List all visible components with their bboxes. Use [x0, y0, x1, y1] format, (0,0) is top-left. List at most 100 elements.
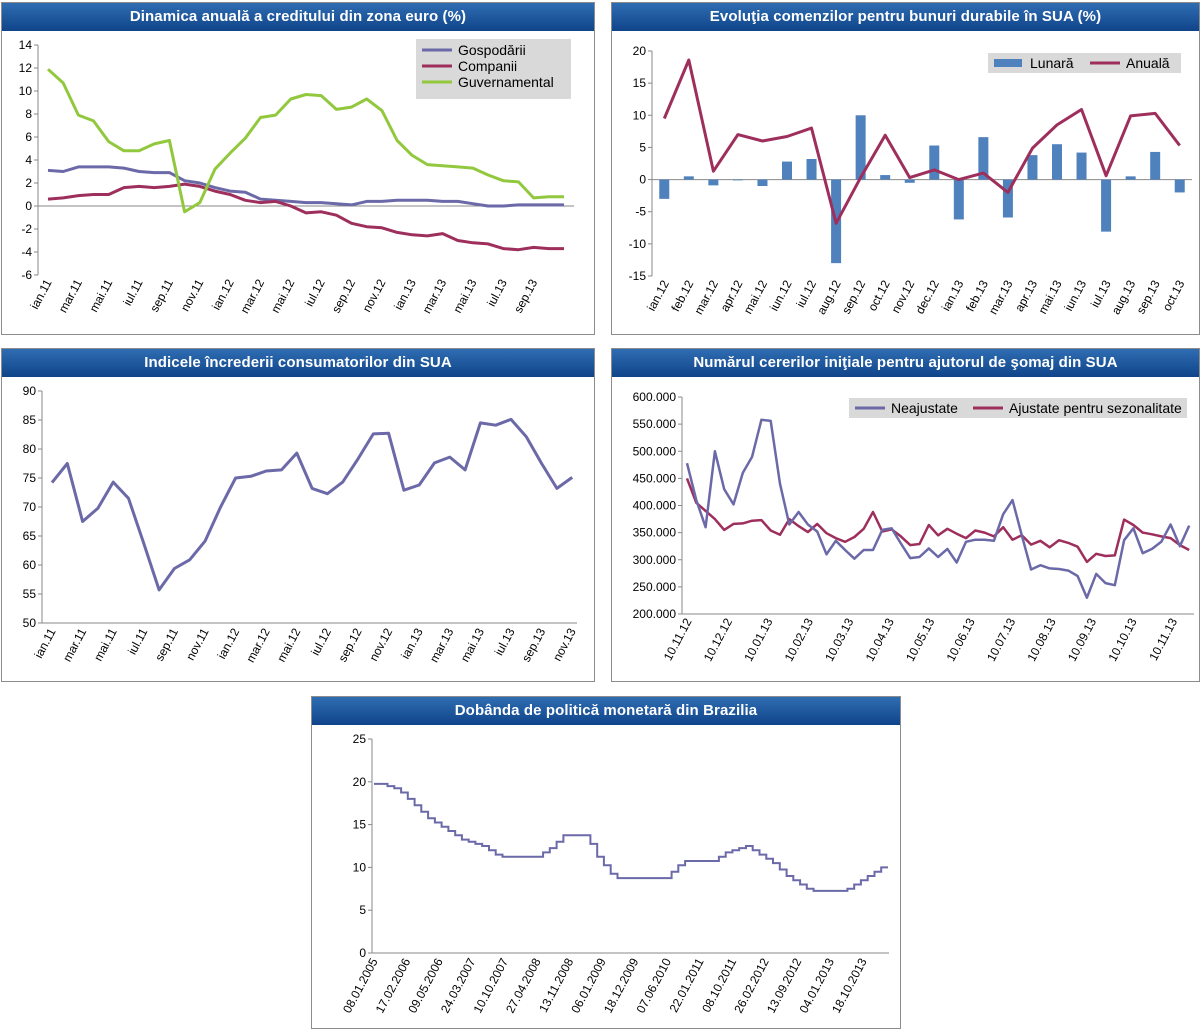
chart-panel-durable-orders: Evoluţia comenzilor pentru bunuri durabi…: [611, 2, 1200, 335]
bar: [659, 179, 670, 199]
y-tick-label: 90: [23, 384, 37, 398]
x-tick-label: sep.13: [511, 277, 540, 316]
x-tick-label: mai.12: [268, 277, 297, 316]
bar: [978, 137, 989, 180]
y-tick-label: 75: [23, 471, 37, 485]
y-tick-label: 550.000: [633, 417, 677, 431]
y-tick-label: 250.000: [633, 580, 677, 594]
y-tick-label: 15: [633, 76, 647, 90]
bar: [953, 179, 964, 220]
legend-label: Lunară: [1030, 55, 1074, 71]
legend-label: Anuală: [1126, 55, 1170, 71]
y-tick-label: 50: [23, 616, 37, 630]
y-tick-label: -4: [21, 245, 32, 259]
x-tick-label: nov.12: [360, 277, 389, 315]
bar: [1125, 176, 1136, 180]
y-tick-label: 65: [23, 529, 37, 543]
x-tick-label: mar.13: [986, 278, 1016, 317]
x-tick-label: iul.11: [120, 277, 146, 308]
x-tick-label: 10.12.12: [701, 616, 735, 664]
y-tick-label: 20: [633, 44, 647, 58]
y-tick-label: 80: [23, 442, 37, 456]
series-line-annual: [662, 58, 1181, 225]
y-tick-label: 350.000: [633, 526, 677, 540]
y-tick-label: 10: [633, 108, 647, 122]
x-tick-label: sep.13: [519, 626, 548, 665]
x-tick-label: nov.13: [550, 626, 579, 664]
x-tick-label: mai.12: [741, 278, 770, 317]
y-tick-label: 14: [19, 38, 33, 52]
y-tick-label: 8: [25, 107, 32, 121]
legend-label: Companii: [458, 58, 517, 74]
x-tick-label: 10.08.13: [1024, 616, 1058, 664]
y-tick-label: 20: [353, 775, 367, 789]
chart-brazil-rate: 051015202508.01.200517.02.200609.05.2006…: [340, 732, 889, 1015]
x-tick-label: sep.12: [839, 278, 868, 317]
x-tick-label: 10.05.13: [903, 616, 937, 664]
chart-title-jobless-claims: Numărul cererilor iniţiale pentru ajutor…: [612, 349, 1199, 377]
x-tick-label: 10.11.13: [1146, 616, 1180, 663]
x-tick-label: 10.10.13: [1105, 616, 1139, 664]
x-tick-label: sep.12: [329, 277, 358, 316]
x-tick-label: 10.07.13: [984, 616, 1018, 664]
legend-label: Guvernamental: [458, 74, 554, 90]
x-tick-label: mai.13: [1035, 278, 1064, 317]
y-tick-label: 450.000: [633, 471, 677, 485]
x-tick-label: sep.11: [147, 277, 176, 315]
y-tick-label: 15: [353, 818, 367, 832]
series-line-0: [47, 165, 564, 208]
bar: [732, 179, 743, 181]
y-tick-label: 2: [25, 176, 32, 190]
x-tick-label: mar.12: [238, 277, 268, 316]
y-tick-label: 6: [25, 130, 32, 144]
series-line-0: [50, 417, 574, 592]
y-tick-label: 600.000: [633, 390, 677, 404]
chart-panel-brazil-rate: Dobânda de politică monetară din Brazili…: [311, 696, 901, 1029]
x-tick-label: mar.12: [691, 278, 721, 317]
x-tick-label: mar.13: [420, 277, 450, 316]
x-tick-label: iul.11: [125, 626, 151, 657]
x-tick-label: ian.13: [398, 626, 426, 662]
x-tick-label: mai.13: [450, 277, 479, 316]
y-tick-label: 300.000: [633, 553, 677, 567]
x-tick-label: nov.11: [183, 626, 212, 663]
x-tick-label: nov.11: [178, 277, 207, 314]
y-tick-label: 10: [353, 860, 367, 874]
legend-label: Ajustate pentru sezonalitate: [1009, 400, 1182, 416]
x-tick-label: 10.09.13: [1065, 616, 1099, 664]
x-tick-label: 10.01.13: [741, 616, 775, 664]
x-tick-label: mar.11: [60, 626, 89, 664]
x-tick-label: 10.06.13: [944, 616, 978, 664]
bar: [880, 175, 891, 180]
x-tick-label: iun.13: [1061, 278, 1089, 314]
chart-title-durable-orders: Evoluţia comenzilor pentru bunuri durabi…: [612, 3, 1199, 31]
bar: [1027, 155, 1038, 180]
bar: [1101, 179, 1112, 232]
bar: [757, 179, 768, 186]
bar: [1052, 144, 1062, 180]
x-tick-label: iul.12: [302, 277, 328, 309]
bar: [929, 145, 940, 180]
x-tick-label: mar.11: [56, 277, 85, 315]
x-tick-label: mar.13: [427, 626, 457, 665]
x-tick-label: sep.12: [335, 626, 364, 665]
x-tick-label: iul.13: [484, 277, 510, 309]
chart-panel-jobless-claims: Numărul cererilor iniţiale pentru ajutor…: [611, 348, 1200, 682]
legend-swatch: [994, 59, 1022, 67]
x-tick-label: 10.11.12: [661, 616, 695, 663]
y-tick-label: -15: [629, 269, 647, 283]
series-line-0: [685, 477, 1190, 564]
series-line-2: [46, 68, 564, 214]
bar: [806, 159, 817, 180]
y-tick-label: 400.000: [633, 499, 677, 513]
bar: [782, 161, 792, 180]
x-tick-label: ian.12: [209, 277, 237, 313]
bar: [1150, 151, 1161, 180]
x-tick-label: iul.13: [1088, 278, 1114, 310]
y-tick-label: 60: [23, 558, 37, 572]
bar: [1174, 179, 1185, 193]
legend-label: Gospodării: [458, 42, 526, 58]
legend-box: [988, 53, 1181, 73]
